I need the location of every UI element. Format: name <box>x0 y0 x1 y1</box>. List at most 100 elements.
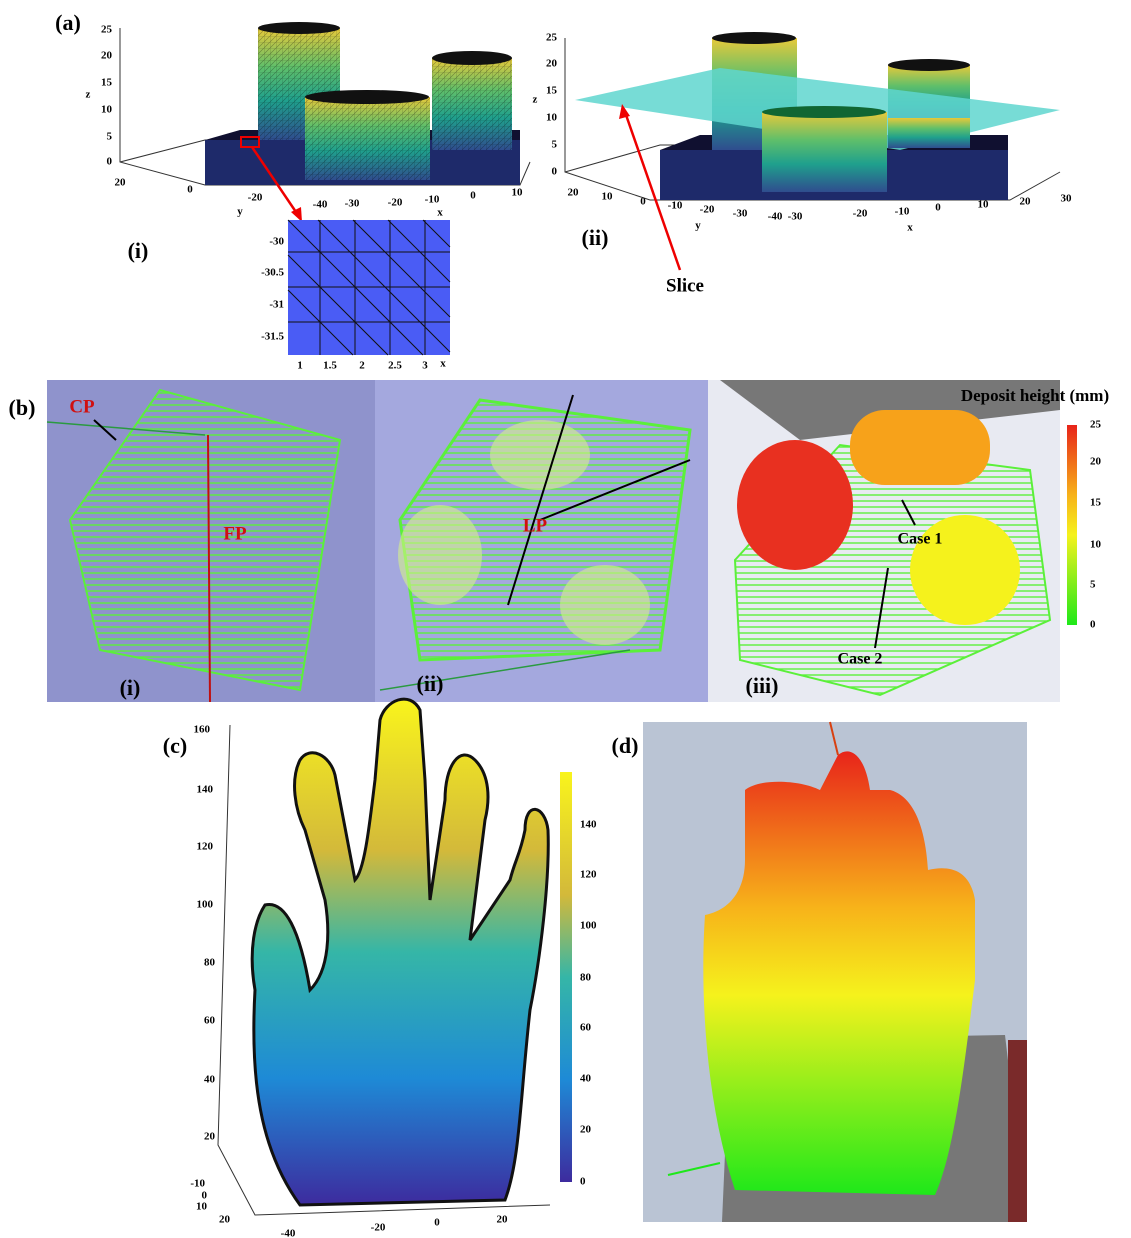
hand-mesh <box>252 699 548 1205</box>
z-tick-label: 140 <box>197 784 214 796</box>
colorbar-tick-label: 20 <box>580 1124 592 1136</box>
z-tick-label: 0 <box>107 156 113 168</box>
colorbar-tick-label: 100 <box>580 920 597 932</box>
panel-a-left <box>120 22 530 222</box>
axis-label: y <box>237 206 243 218</box>
x-tick-label: -10 <box>895 206 910 218</box>
colorbar-tick-label: 0 <box>1090 619 1096 631</box>
y-tick-label: -30 <box>269 236 284 248</box>
x-tick-label: -40 <box>313 199 328 211</box>
z-tick-label: 10 <box>546 112 558 124</box>
x-tick-label: 30 <box>1061 193 1073 205</box>
table-side <box>1008 1040 1027 1222</box>
colorbar-tick-label: 60 <box>580 1022 592 1034</box>
inset <box>288 220 450 355</box>
y-tick-label: 0 <box>187 184 193 196</box>
figure: (a)0510152025200-20-40-30-20-10010zyx-30… <box>0 0 1131 1238</box>
sub-label: (ii) <box>417 671 444 696</box>
colorbar-tick-label: 0 <box>580 1176 586 1188</box>
cylinder-top <box>762 106 886 118</box>
y-tick-label: -31 <box>269 299 284 311</box>
z-tick-label: 0 <box>552 166 558 178</box>
panel-label: (b) <box>9 395 36 420</box>
pocket <box>490 420 590 490</box>
z-tick-label: 15 <box>101 77 113 89</box>
z-tick-label: 15 <box>546 85 558 97</box>
z-tick-label: 10 <box>101 104 113 116</box>
annotation: Case 2 <box>838 651 883 668</box>
mid-cylinder <box>762 112 887 192</box>
cylinder-top <box>432 51 512 65</box>
panel-label: (a) <box>55 10 81 35</box>
y-tick-label: -31.5 <box>261 331 284 343</box>
pocket <box>398 505 482 605</box>
right-cylinder-low <box>888 118 970 148</box>
x-tick-label: 2 <box>359 360 365 372</box>
axis-label: x <box>440 358 446 370</box>
x-tick-label: -20 <box>388 197 403 209</box>
annotation: Case 1 <box>898 531 943 548</box>
x-tick-label: 2.5 <box>388 360 402 372</box>
z-tick-label: 5 <box>107 131 113 143</box>
cylinder-top <box>712 32 796 44</box>
annotation: Slice <box>666 275 704 296</box>
mesh <box>432 58 512 150</box>
axis-label: x <box>437 207 443 219</box>
y-tick-label: -20 <box>248 192 263 204</box>
x-tick-label: 3 <box>422 360 428 372</box>
y-tick-label: 0 <box>640 196 646 208</box>
sub-label: (iii) <box>746 673 779 698</box>
axis-label: x <box>907 222 913 234</box>
z-tick-label: 40 <box>204 1074 216 1086</box>
axis-label: z <box>533 94 538 106</box>
colorbar-tick-label: 25 <box>1090 419 1102 431</box>
x-tick-label: -10 <box>425 194 440 206</box>
y-tick-label: 20 <box>115 177 127 189</box>
panel-c <box>218 699 572 1215</box>
z-tick-label: 160 <box>194 724 211 736</box>
cylinder-top <box>305 90 429 104</box>
x-tick-label: 20 <box>497 1214 509 1226</box>
sub-label: (ii) <box>582 225 609 250</box>
z-tick-label: 25 <box>546 32 558 44</box>
y-tick-label: -10 <box>668 200 683 212</box>
colorbar-tick-label: 15 <box>1090 497 1102 509</box>
colorbar <box>1067 425 1077 625</box>
z-tick-label: 20 <box>204 1131 216 1143</box>
panel-label: (d) <box>612 733 639 758</box>
x-tick-label: -20 <box>853 208 868 220</box>
z-tick-label: 80 <box>204 957 216 969</box>
z-tick-label: 25 <box>101 24 113 36</box>
sub-label: (i) <box>128 238 149 263</box>
x-tick-label: 0 <box>470 190 476 202</box>
axis-label: y <box>695 220 701 232</box>
x-tick-label: 0 <box>434 1217 440 1229</box>
pocket <box>560 565 650 645</box>
y-tick-label: -30.5 <box>261 267 284 279</box>
colorbar-tick-label: 20 <box>1090 456 1102 468</box>
colorbar-title: Deposit height (mm) <box>961 386 1109 405</box>
z-tick-label: 60 <box>204 1015 216 1027</box>
annotation: FP <box>223 523 247 544</box>
x-tick-label: -40 <box>281 1228 296 1238</box>
z-tick-label: 20 <box>101 50 113 62</box>
y-tick-label: -30 <box>733 208 748 220</box>
colorbar-tick-label: 40 <box>580 1073 592 1085</box>
cylinder-top <box>888 59 970 71</box>
panel-a-right <box>565 32 1060 270</box>
y-tick-label: -40 <box>768 211 783 223</box>
colorbar-tick-label: 10 <box>1090 539 1102 551</box>
y-tick-label: -10 <box>190 1178 205 1190</box>
annotation: LP <box>523 515 548 536</box>
cylinder-top <box>258 22 340 34</box>
axis-label: z <box>86 89 91 101</box>
y-tick-label: 20 <box>568 187 580 199</box>
deposit-mid <box>850 410 990 485</box>
z-tick-label: 100 <box>197 899 214 911</box>
y-tick-label: -20 <box>700 204 715 216</box>
y-tick-label: 10 <box>602 191 614 203</box>
colorbar-tick-label: 80 <box>580 972 592 984</box>
deposit-tall <box>737 440 853 570</box>
colorbar-tick-label: 5 <box>1090 579 1096 591</box>
annotation: CP <box>69 396 95 417</box>
